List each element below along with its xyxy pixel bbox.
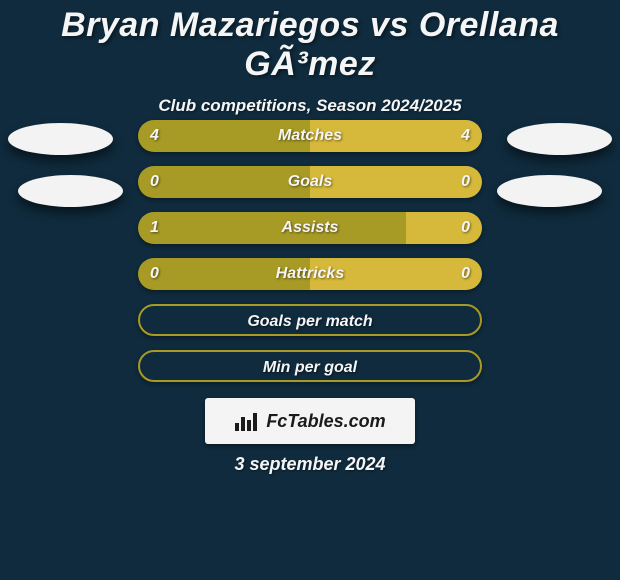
stat-row: 00Hattricks [138,258,482,290]
stat-label: Min per goal [140,352,480,382]
stat-label: Goals per match [140,306,480,336]
infographic-date: 3 september 2024 [0,454,620,475]
stat-row: 10Assists [138,212,482,244]
brand-box: FcTables.com [205,398,415,444]
brand-bars-icon [234,411,260,431]
stat-row: 00Goals [138,166,482,198]
comparison-infographic: Bryan Mazariegos vs Orellana GÃ³mez Club… [0,0,620,580]
stat-rows: 44Matches 00Goals 10Assists 00Hattricks Goal… [0,120,620,396]
brand-text: FcTables.com [266,411,385,432]
stat-label: Matches [138,120,482,152]
stat-label: Hattricks [138,258,482,290]
stat-label: Goals [138,166,482,198]
stat-row: Min per goal [138,350,482,382]
stat-row: Goals per match [138,304,482,336]
page-title: Bryan Mazariegos vs Orellana GÃ³mez [0,0,620,84]
subtitle: Club competitions, Season 2024/2025 [0,96,620,116]
stat-row: 44Matches [138,120,482,152]
stat-label: Assists [138,212,482,244]
